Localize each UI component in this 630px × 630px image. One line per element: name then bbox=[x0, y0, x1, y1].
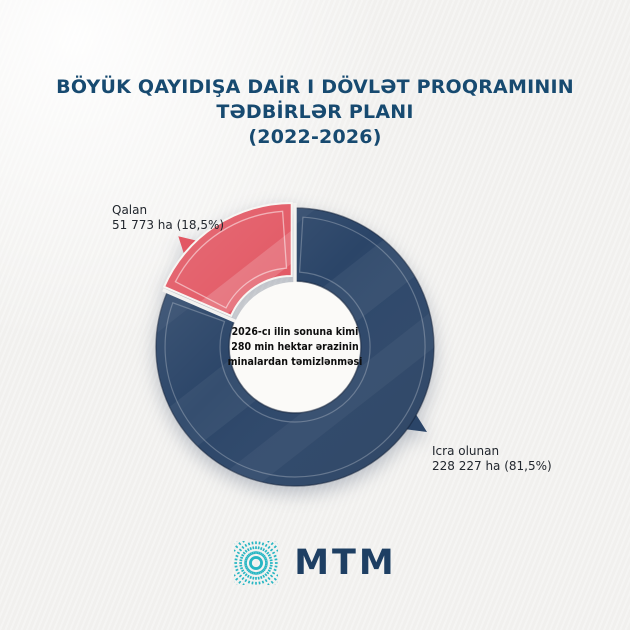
brand-text: MTM bbox=[294, 543, 397, 583]
center-line-3: minalardan təmizlənməsi bbox=[227, 355, 363, 368]
donut-hole bbox=[230, 282, 360, 412]
title-line-2: TƏDBİRLƏR PLANI bbox=[216, 101, 414, 123]
mtm-starburst-logo-icon bbox=[234, 541, 279, 585]
title-line-1: BÖYÜK QAYIDIŞA DAİR I DÖVLƏT PROQRAMININ bbox=[56, 76, 574, 98]
donut-center-label: 2026-cı ilin sonuna kimi 280 min hektar … bbox=[222, 324, 368, 369]
label-qalan-value: 51 773 ha (18,5%) bbox=[112, 218, 225, 232]
label-icra-value: 228 227 ha (81,5%) bbox=[432, 459, 552, 473]
donut-chart-canvas bbox=[155, 201, 435, 487]
label-qalan: Qalan 51 773 ha (18,5%) bbox=[112, 203, 224, 233]
center-line-2: 280 min hektar ərazinin bbox=[231, 340, 359, 353]
title-line-3: (2022-2026) bbox=[248, 126, 382, 148]
label-qalan-name: Qalan bbox=[112, 203, 148, 217]
label-icra-name: Icra olunan bbox=[432, 444, 500, 458]
footer-brand: MTM bbox=[0, 537, 630, 589]
label-icra-olunan: Icra olunan 228 227 ha (81,5%) bbox=[432, 444, 552, 474]
center-line-1: 2026-cı ilin sonuna kimi bbox=[231, 325, 359, 338]
page-title: BÖYÜK QAYIDIŞA DAİR I DÖVLƏT PROQRAMININ… bbox=[0, 75, 630, 150]
